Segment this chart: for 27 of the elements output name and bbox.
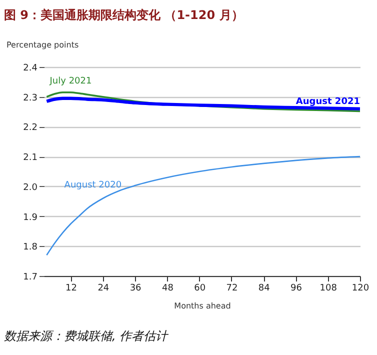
- x-tick-label: 96: [290, 284, 302, 294]
- series-label: July 2021: [48, 76, 92, 86]
- source-note: 数据来源：费城联储, 作者估计: [4, 329, 170, 343]
- series-label: August 2021: [296, 96, 360, 107]
- x-tick-label: 108: [320, 284, 338, 294]
- x-tick-label: 36: [130, 284, 142, 294]
- y-tick-label: 2.2: [23, 123, 38, 134]
- x-tick-label: 84: [258, 284, 270, 294]
- y-axis-title: Percentage points: [6, 40, 79, 50]
- line-series: [45, 96, 362, 110]
- y-tick-label: 1.9: [23, 212, 38, 223]
- x-tick-label: 60: [194, 284, 206, 294]
- line-series: [46, 156, 361, 256]
- y-tick-label: 1.7: [23, 272, 38, 282]
- y-tick-label: 2.4: [23, 64, 38, 74]
- y-tick-label: 2.0: [23, 182, 38, 193]
- x-tick-label: 24: [98, 284, 110, 294]
- y-tick-label: 2.3: [23, 93, 38, 104]
- y-tick-label: 1.8: [23, 242, 38, 253]
- x-tick-label: 120: [352, 284, 370, 294]
- x-tick-label: 12: [66, 284, 78, 294]
- x-tick-label: 48: [162, 284, 174, 294]
- x-tick-label: 72: [226, 284, 238, 294]
- x-axis-title: Months ahead: [174, 302, 231, 310]
- series-label: August 2020: [64, 180, 122, 190]
- y-tick-label: 2.1: [23, 153, 38, 164]
- chart-title: 图 9：美国通胀期限结构变化 （1-120 月）: [4, 8, 244, 22]
